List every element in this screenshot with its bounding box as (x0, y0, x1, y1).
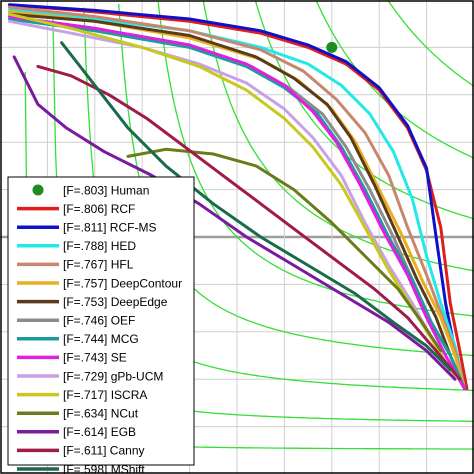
series-line (8, 12, 466, 391)
legend-label: [F=.788] HED (63, 239, 136, 253)
legend-item: [F=.806] RCF (17, 202, 135, 216)
legend-label: [F=.717] ISCRA (63, 388, 147, 402)
legend-item: [F=.767] HFL (17, 258, 134, 272)
legend-item: [F=.803] Human (32, 183, 149, 197)
legend-label: [F=.806] RCF (63, 202, 135, 216)
iso-f-line (315, 0, 474, 159)
series-line (12, 55, 457, 381)
legend-label: [F=.744] MCG (63, 332, 139, 346)
legend-label: [F=.767] HFL (63, 258, 134, 272)
series-line (8, 3, 466, 391)
legend-label: [F=.611] Canny (63, 444, 145, 458)
legend-label: [F=.753] DeepEdge (63, 295, 168, 309)
legend-item: [F=.753] DeepEdge (17, 295, 168, 309)
legend-item: [F=.743] SE (17, 351, 127, 365)
series-line (8, 17, 466, 391)
legend-item: [F=.746] OEF (17, 314, 135, 328)
series-group (8, 3, 469, 391)
legend-item: [F=.598] MShift (17, 462, 145, 474)
legend-item: [F=.811] RCF-MS (17, 221, 156, 235)
legend-item: [F=.757] DeepContour (17, 276, 182, 290)
legend-item: [F=.788] HED (17, 239, 136, 253)
legend-label: [F=.746] OEF (63, 314, 135, 328)
legend-label: [F=.614] EGB (63, 425, 136, 439)
series-line (8, 15, 466, 391)
human-marker-group (326, 41, 338, 53)
legend-label: [F=.757] DeepContour (63, 276, 182, 290)
iso-f-line (387, 0, 474, 87)
legend-label: [F=.634] NCut (63, 407, 139, 421)
legend-label: [F=.598] MShift (63, 462, 145, 474)
legend-item: [F=.744] MCG (17, 332, 139, 346)
human-point (326, 41, 338, 53)
series-line (8, 10, 466, 391)
series-line (60, 41, 452, 372)
legend-item: [F=.729] gPb-UCM (17, 369, 163, 383)
legend-swatch (32, 184, 44, 196)
legend-item: [F=.634] NCut (17, 407, 139, 421)
series-line (36, 64, 462, 381)
series-line (8, 5, 466, 391)
legend-item: [F=.611] Canny (17, 444, 145, 458)
legend: [F=.803] Human [F=.806] RCF [F=.811] RCF-M… (7, 176, 195, 474)
legend-label: [F=.811] RCF-MS (63, 221, 156, 235)
legend-label: [F=.729] gPb-UCM (63, 369, 163, 383)
legend-item: [F=.614] EGB (17, 425, 136, 439)
legend-label: [F=.803] Human (63, 183, 149, 197)
legend-item: [F=.717] ISCRA (17, 388, 147, 402)
legend-label: [F=.743] SE (63, 351, 127, 365)
